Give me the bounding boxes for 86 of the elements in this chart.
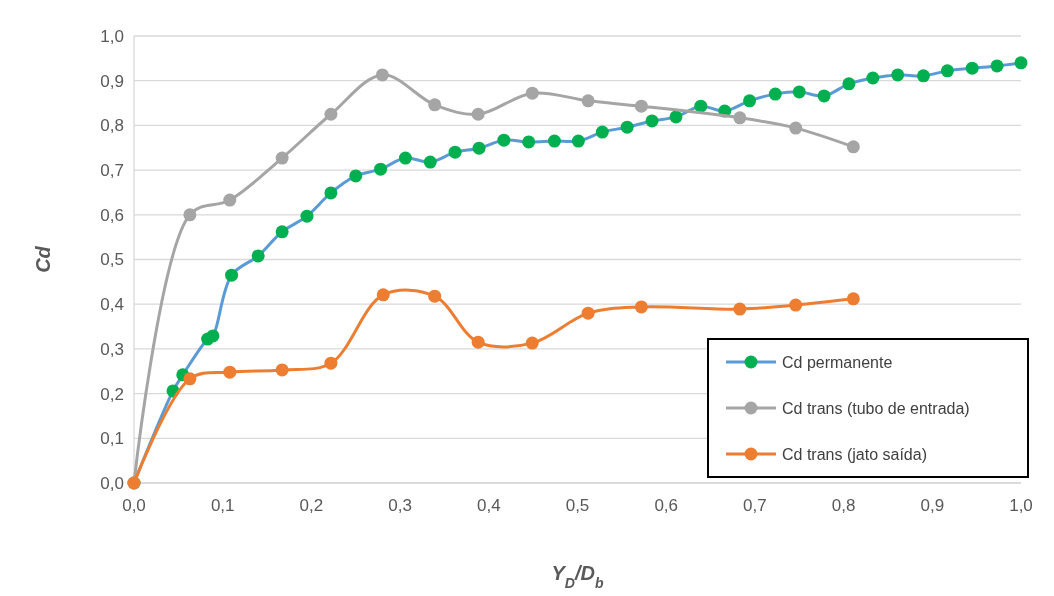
point [620, 120, 634, 134]
x-axis-title: Y$_{D}$/D$_{b}$ [551, 562, 604, 591]
point [581, 94, 595, 108]
point [792, 85, 806, 99]
point [733, 111, 747, 125]
point [789, 298, 803, 312]
x-tick-label: 0,8 [831, 496, 856, 515]
point [634, 300, 648, 314]
point [428, 289, 442, 303]
x-tick-label: 0,4 [476, 496, 501, 515]
point [324, 186, 338, 200]
point [374, 162, 388, 176]
y-tick-label: 0,3 [100, 339, 124, 359]
point [891, 68, 905, 82]
point [206, 329, 220, 343]
point [916, 69, 930, 83]
point [525, 86, 539, 100]
y-axis-title: Cd [32, 245, 54, 273]
point [223, 365, 237, 379]
point [300, 209, 314, 223]
point [497, 133, 511, 147]
point [375, 68, 389, 82]
x-tick-label: 0,6 [654, 496, 679, 515]
point [324, 356, 338, 370]
point [428, 98, 442, 112]
y-tick-label: 0,4 [100, 295, 124, 315]
point [768, 87, 782, 101]
x-tick-label: 0,3 [388, 496, 412, 515]
point [733, 302, 747, 316]
point [743, 94, 757, 108]
point [324, 107, 338, 121]
point [522, 135, 536, 149]
point [817, 89, 831, 103]
x-tick-label: 0,9 [920, 496, 945, 515]
point [448, 145, 462, 159]
point [645, 114, 659, 128]
point [866, 71, 880, 85]
point [183, 208, 197, 222]
point [223, 193, 237, 207]
y-tick-label: 0,6 [100, 205, 124, 225]
point [275, 363, 289, 377]
x-tick-label: 0,7 [743, 496, 767, 515]
legend-label: Cd trans (jato saída) [782, 445, 927, 463]
y-tick-label: 0,2 [100, 384, 124, 404]
point [634, 99, 648, 113]
y-tick-label: 0,8 [100, 116, 124, 136]
point [669, 110, 683, 124]
x-tick-label: 0,5 [565, 496, 590, 515]
point [525, 336, 539, 350]
x-tick-label: 0,1 [210, 496, 235, 515]
point [846, 292, 860, 306]
x-tick-label: 0,2 [299, 496, 324, 515]
point [471, 107, 485, 121]
point [581, 306, 595, 320]
point [225, 268, 239, 282]
point [965, 61, 979, 75]
y-tick-label: 0,0 [100, 473, 124, 493]
y-tick-label: 0,1 [100, 429, 124, 449]
point [694, 99, 708, 113]
point [275, 225, 289, 239]
point [275, 151, 289, 165]
point [349, 169, 363, 183]
point [789, 121, 803, 135]
legend-label: Cd permanente [782, 353, 893, 371]
point [547, 134, 561, 148]
y-tick-label: 0,9 [100, 71, 124, 91]
y-tick-label: 1,0 [100, 26, 124, 46]
point [595, 125, 609, 139]
x-tick-label: 0,0 [122, 496, 146, 515]
point [251, 249, 265, 263]
point [471, 335, 485, 349]
point [571, 134, 585, 148]
point [846, 140, 860, 154]
point [423, 155, 437, 169]
legend-label: Cd trans (tubo de entrada) [782, 399, 970, 417]
x-tick-label: 1,0 [1009, 496, 1033, 515]
point [990, 59, 1004, 73]
point [1014, 56, 1028, 70]
point [940, 64, 954, 78]
y-tick-label: 0,5 [100, 250, 124, 270]
point [376, 288, 390, 302]
point [183, 372, 197, 386]
y-tick-label: 0,7 [100, 161, 124, 181]
point [472, 141, 486, 155]
point [398, 151, 412, 165]
point [842, 77, 856, 91]
